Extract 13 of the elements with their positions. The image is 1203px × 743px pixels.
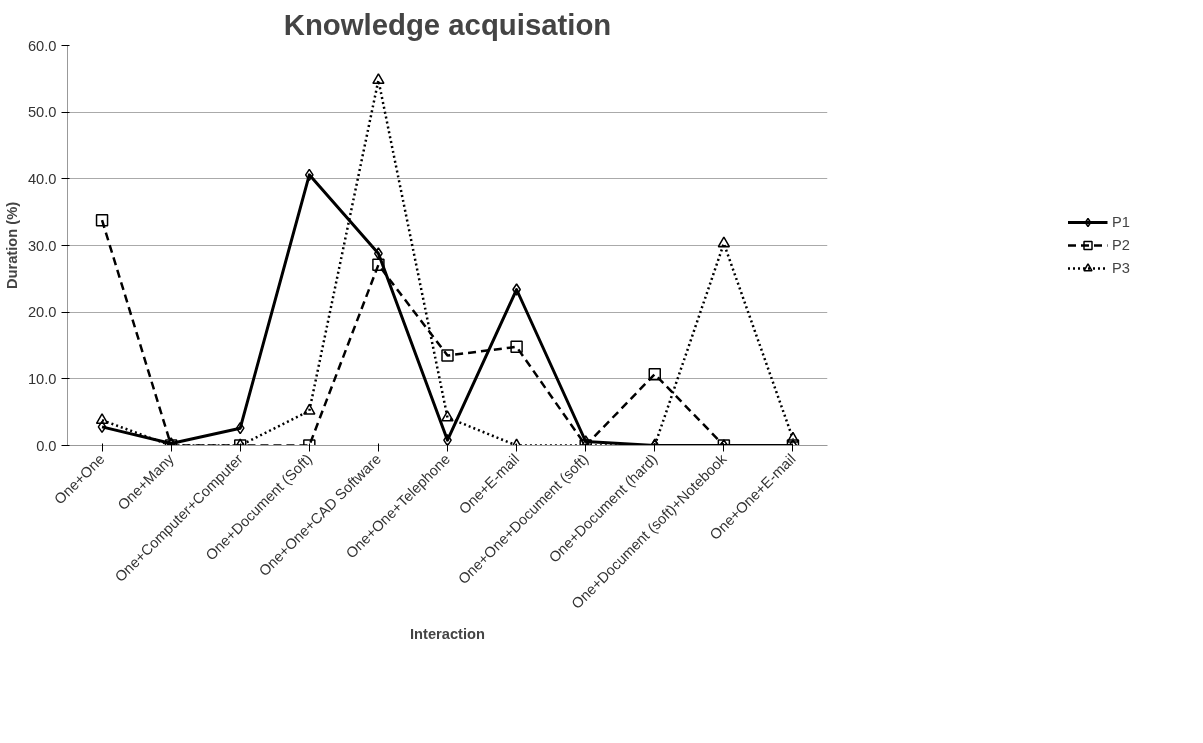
y-tick-label: 10.0 bbox=[27, 370, 57, 387]
legend-label: P2 bbox=[1112, 237, 1131, 253]
legend-label: P3 bbox=[1112, 260, 1131, 276]
y-tick-label: 0.0 bbox=[36, 437, 57, 454]
y-tick-label: 60.0 bbox=[27, 37, 57, 54]
chart-title: Knowledge acquisation bbox=[283, 7, 612, 41]
y-tick-label: 30.0 bbox=[27, 237, 57, 254]
y-tick-label: 20.0 bbox=[27, 304, 57, 321]
y-axis-title: Duration (%) bbox=[3, 201, 20, 290]
x-axis-title: Interaction bbox=[410, 625, 486, 642]
legend-label: P1 bbox=[1112, 214, 1131, 230]
y-tick-label: 40.0 bbox=[27, 170, 57, 187]
y-tick-label: 50.0 bbox=[27, 104, 57, 121]
